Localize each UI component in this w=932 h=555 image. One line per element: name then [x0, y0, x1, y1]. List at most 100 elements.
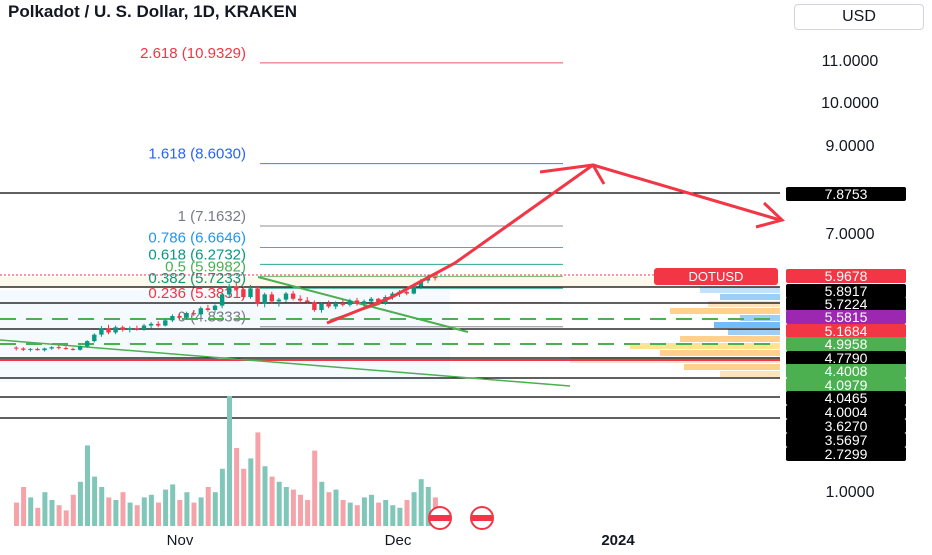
- candle-1[interactable]: [21, 348, 26, 350]
- candle-59[interactable]: [432, 277, 438, 279]
- volume-bar-51: [376, 502, 382, 526]
- candle-20[interactable]: [156, 323, 161, 326]
- candle-38[interactable]: [283, 293, 289, 300]
- candle-13[interactable]: [106, 328, 111, 333]
- us-flag-icon-2-stripe: [472, 515, 492, 521]
- candle-25[interactable]: [191, 313, 196, 315]
- candle-19[interactable]: [148, 323, 154, 326]
- candle-36[interactable]: [269, 294, 274, 302]
- price-label-bg-8: [786, 364, 906, 378]
- volume-bar-4: [42, 492, 48, 526]
- projection-down-arrow[interactable]: [592, 163, 781, 222]
- candle-43[interactable]: [319, 303, 324, 310]
- volume-bar-18: [141, 497, 147, 526]
- candle-29[interactable]: [219, 294, 225, 306]
- y-tick-4: 1.0000: [826, 484, 875, 501]
- volume-bar-9: [77, 481, 83, 526]
- candle-12[interactable]: [99, 328, 104, 335]
- candle-47[interactable]: [347, 300, 353, 305]
- candle-35[interactable]: [262, 294, 267, 304]
- projection-arrows[interactable]: [326, 163, 785, 325]
- volume-bar-42: [312, 450, 318, 526]
- candle-11[interactable]: [92, 334, 97, 342]
- candle-3[interactable]: [35, 348, 40, 351]
- candle-10[interactable]: [85, 341, 90, 347]
- candle-40[interactable]: [298, 298, 303, 301]
- support-resistance-lines[interactable]: [0, 192, 780, 419]
- candle-55[interactable]: [404, 291, 409, 294]
- candle-31[interactable]: [234, 286, 239, 290]
- candle-32[interactable]: [241, 289, 246, 298]
- candle-14[interactable]: [113, 327, 118, 333]
- trendline-wedge[interactable]: [257, 276, 469, 333]
- price-label-bg-11: [786, 405, 906, 419]
- candle-26[interactable]: [198, 308, 203, 315]
- volume-bar-11: [92, 476, 98, 526]
- candle-16[interactable]: [127, 328, 132, 330]
- candle-46[interactable]: [340, 303, 345, 305]
- volume-bar-29: [219, 468, 225, 526]
- fib-label-4: 0.618 (6.2732): [148, 246, 246, 263]
- y-tick-2: 9.0000: [826, 138, 875, 155]
- candle-9[interactable]: [77, 346, 83, 350]
- candle-28[interactable]: [212, 305, 218, 310]
- volume-bar-6: [56, 505, 62, 526]
- candle-0[interactable]: [14, 347, 19, 349]
- candle-15[interactable]: [120, 327, 125, 330]
- candle-56[interactable]: [411, 286, 416, 294]
- volume-bar-34: [255, 432, 261, 526]
- price-label-9: 4.0979: [825, 377, 868, 393]
- price-axis[interactable]: 11.0000 10.0000 9.0000 7.0000 1.0000 7.8753 5.…: [786, 53, 906, 501]
- x-tick-0: Nov: [167, 532, 194, 549]
- candle-27[interactable]: [205, 308, 211, 310]
- price-label-bg-7: [786, 351, 906, 365]
- candle-22[interactable]: [170, 316, 175, 321]
- volume-bar-2: [28, 497, 34, 526]
- candle-45[interactable]: [333, 303, 338, 307]
- candle-21[interactable]: [163, 320, 168, 326]
- price-label-bg-2: [786, 284, 906, 298]
- candle-2[interactable]: [28, 348, 33, 350]
- projection-up-arrow[interactable]: [326, 163, 594, 325]
- candle-48[interactable]: [354, 300, 360, 304]
- candle-6[interactable]: [56, 347, 61, 349]
- candle-44[interactable]: [326, 303, 331, 307]
- candle-42[interactable]: [312, 302, 317, 310]
- volume-bar-22: [170, 484, 176, 526]
- candle-33[interactable]: [248, 288, 253, 298]
- candle-49[interactable]: [361, 301, 367, 304]
- volume-bar-43: [319, 481, 325, 526]
- events-icons[interactable]: [428, 506, 494, 530]
- volume-bar-15: [120, 492, 126, 526]
- fibonacci-retracement[interactable]: 2.618 (10.9329) 1.618 (8.6030) 1 (7.1632) 0…: [140, 45, 563, 328]
- volume-bar-25: [191, 502, 197, 526]
- candle-57[interactable]: [418, 280, 424, 287]
- volume-bar-31: [234, 448, 240, 526]
- candle-50[interactable]: [369, 298, 374, 302]
- volume-bar-56: [411, 492, 417, 526]
- price-label-12: 3.6270: [825, 418, 868, 434]
- candle-24[interactable]: [184, 313, 189, 318]
- candle-34[interactable]: [255, 288, 260, 304]
- candle-30[interactable]: [227, 286, 232, 295]
- volume-bar-47: [347, 502, 353, 526]
- candle-17[interactable]: [134, 328, 140, 330]
- price-label-14: 2.7299: [825, 446, 868, 462]
- volume-profile-bar-12: [720, 371, 780, 377]
- candle-39[interactable]: [290, 293, 296, 299]
- volume-bar-10: [85, 445, 90, 526]
- candle-8[interactable]: [70, 348, 76, 350]
- candle-23[interactable]: [177, 316, 182, 318]
- candle-4[interactable]: [42, 348, 47, 351]
- trendline-lower[interactable]: [0, 339, 571, 387]
- candle-18[interactable]: [141, 325, 147, 330]
- candle-5[interactable]: [49, 347, 54, 349]
- candle-37[interactable]: [276, 299, 282, 302]
- candle-41[interactable]: [305, 300, 310, 303]
- price-label-bg-5: [786, 324, 906, 338]
- symbol-tag-bg: [654, 268, 778, 285]
- currency-selector[interactable]: USD: [794, 4, 924, 30]
- volume-bar-24: [184, 492, 190, 526]
- candle-7[interactable]: [63, 348, 69, 350]
